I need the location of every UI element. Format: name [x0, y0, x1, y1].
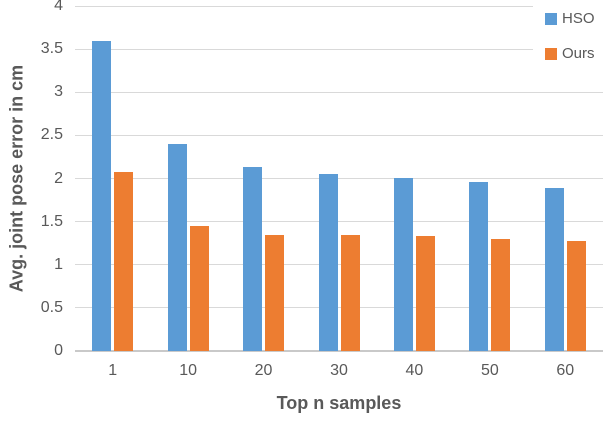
bar-ours-50	[491, 239, 511, 351]
bar-ours-1	[114, 172, 134, 351]
hso-series-swatch	[545, 13, 557, 25]
x-tick-label-1: 1	[108, 362, 118, 379]
bar-ours-60	[566, 241, 586, 351]
bar-ours-40	[415, 236, 435, 351]
legend-entry-ours: Ours	[545, 46, 595, 62]
bar-ours-10	[189, 226, 209, 351]
legend-label-ours: Ours	[562, 45, 595, 62]
x-tick-label-40: 40	[405, 362, 424, 379]
y-tick-label-3.5: 3.5	[40, 40, 63, 58]
ours-series-swatch	[545, 48, 557, 60]
bar-ours-30	[340, 235, 360, 351]
y-tick-label-0.5: 0.5	[40, 298, 63, 316]
gridline-y-2	[75, 178, 603, 179]
gridline-y-1	[75, 264, 603, 266]
y-tick-label-0: 0	[54, 342, 63, 359]
y-tick-label-1.5: 1.5	[40, 212, 63, 230]
y-tick-label-2.5: 2.5	[40, 126, 63, 144]
x-tick-label-50: 50	[480, 362, 499, 379]
legend-entry-hso: HSO	[545, 11, 595, 27]
gridline-y-4	[75, 5, 603, 7]
gridline-y-3	[75, 91, 603, 93]
bar-hso-20	[243, 167, 263, 351]
bar-hso-1	[92, 41, 112, 351]
bar-ours-20	[265, 235, 285, 351]
gridline-y-3.5	[75, 48, 603, 50]
y-tick-label-4: 4	[54, 0, 63, 14]
y-tick-label-1: 1	[54, 255, 63, 273]
legend: HSO Ours	[533, 0, 606, 72]
x-axis-line	[75, 350, 603, 352]
gridline-y-0.5	[75, 307, 603, 309]
x-tick-label-30: 30	[330, 362, 348, 379]
y-tick-label-3: 3	[54, 83, 63, 101]
legend-label-hso: HSO	[562, 10, 595, 27]
gridline-y-2.5	[75, 134, 603, 136]
y-tick-label-2: 2	[54, 169, 63, 187]
plot-area	[75, 5, 603, 352]
bar-hso-40	[393, 178, 413, 351]
bar-hso-60	[544, 188, 564, 351]
bar-hso-30	[318, 174, 338, 351]
x-tick-label-60: 60	[556, 362, 575, 379]
x-axis-title: Top n samples	[276, 393, 402, 413]
x-tick-label-20: 20	[254, 362, 273, 379]
gridline-y-1.5	[75, 221, 603, 223]
bar-hso-10	[167, 144, 187, 351]
bar-hso-50	[469, 182, 489, 351]
x-tick-label-10: 10	[179, 362, 198, 379]
